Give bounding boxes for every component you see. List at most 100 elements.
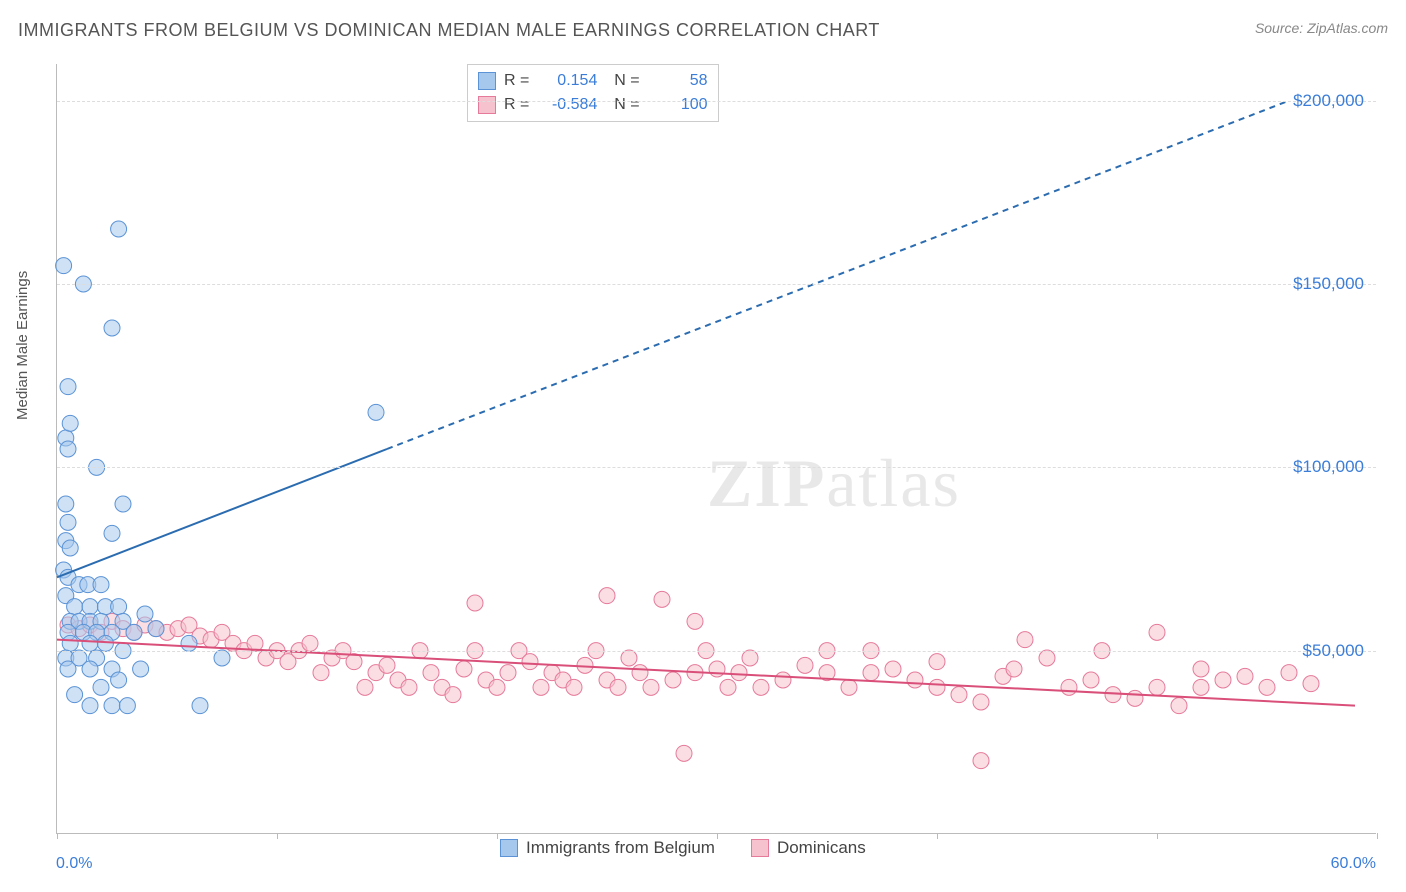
data-point bbox=[357, 679, 373, 695]
data-point bbox=[346, 654, 362, 670]
data-point bbox=[1193, 679, 1209, 695]
data-point bbox=[104, 525, 120, 541]
data-point bbox=[1061, 679, 1077, 695]
data-point bbox=[111, 599, 127, 615]
gridline bbox=[57, 651, 1376, 652]
data-point bbox=[1259, 679, 1275, 695]
data-point bbox=[797, 657, 813, 673]
x-tick bbox=[497, 833, 498, 839]
legend-label-dominican: Dominicans bbox=[777, 838, 866, 858]
data-point bbox=[610, 679, 626, 695]
y-tick-label: $150,000 bbox=[1293, 274, 1364, 294]
chart-title: IMMIGRANTS FROM BELGIUM VS DOMINICAN MED… bbox=[18, 20, 880, 41]
data-point bbox=[93, 679, 109, 695]
data-point bbox=[1039, 650, 1055, 666]
gridline bbox=[57, 101, 1376, 102]
data-point bbox=[951, 687, 967, 703]
data-point bbox=[929, 654, 945, 670]
gridline bbox=[57, 467, 1376, 468]
data-point bbox=[60, 379, 76, 395]
data-point bbox=[82, 698, 98, 714]
x-tick bbox=[277, 833, 278, 839]
data-point bbox=[1193, 661, 1209, 677]
data-point bbox=[192, 698, 208, 714]
data-point bbox=[56, 258, 72, 274]
data-point bbox=[111, 221, 127, 237]
data-point bbox=[863, 665, 879, 681]
data-point bbox=[566, 679, 582, 695]
data-point bbox=[133, 661, 149, 677]
data-point bbox=[62, 635, 78, 651]
data-point bbox=[632, 665, 648, 681]
y-tick-label: $50,000 bbox=[1303, 641, 1364, 661]
data-point bbox=[302, 635, 318, 651]
data-point bbox=[709, 661, 725, 677]
data-point bbox=[1127, 690, 1143, 706]
data-point bbox=[753, 679, 769, 695]
data-point bbox=[62, 415, 78, 431]
data-point bbox=[841, 679, 857, 695]
trend-line-extrapolated bbox=[387, 101, 1289, 449]
data-point bbox=[973, 694, 989, 710]
data-point bbox=[643, 679, 659, 695]
data-point bbox=[82, 661, 98, 677]
x-tick bbox=[1157, 833, 1158, 839]
legend-label-belgium: Immigrants from Belgium bbox=[526, 838, 715, 858]
gridline bbox=[57, 284, 1376, 285]
data-point bbox=[126, 624, 142, 640]
x-tick bbox=[57, 833, 58, 839]
data-point bbox=[599, 588, 615, 604]
data-point bbox=[214, 650, 230, 666]
chart-plot-area: R = 0.154 N = 58 R = -0.584 N = 100 ZIPa… bbox=[56, 64, 1376, 834]
chart-header: IMMIGRANTS FROM BELGIUM VS DOMINICAN MED… bbox=[18, 20, 1388, 41]
scatter-svg bbox=[57, 64, 1376, 833]
x-tick bbox=[937, 833, 938, 839]
data-point bbox=[456, 661, 472, 677]
data-point bbox=[720, 679, 736, 695]
swatch-dominican-icon bbox=[751, 839, 769, 857]
y-axis-label: Median Male Earnings bbox=[14, 271, 31, 420]
data-point bbox=[1017, 632, 1033, 648]
data-point bbox=[973, 753, 989, 769]
x-axis-max-label: 60.0% bbox=[1331, 855, 1376, 873]
data-point bbox=[676, 745, 692, 761]
data-point bbox=[111, 672, 127, 688]
data-point bbox=[60, 441, 76, 457]
data-point bbox=[445, 687, 461, 703]
data-point bbox=[500, 665, 516, 681]
data-point bbox=[60, 661, 76, 677]
data-point bbox=[885, 661, 901, 677]
y-tick-label: $200,000 bbox=[1293, 91, 1364, 111]
data-point bbox=[1149, 624, 1165, 640]
chart-source: Source: ZipAtlas.com bbox=[1255, 20, 1388, 36]
data-point bbox=[1083, 672, 1099, 688]
data-point bbox=[104, 320, 120, 336]
data-point bbox=[1215, 672, 1231, 688]
data-point bbox=[1105, 687, 1121, 703]
data-point bbox=[313, 665, 329, 681]
data-point bbox=[929, 679, 945, 695]
data-point bbox=[423, 665, 439, 681]
data-point bbox=[731, 665, 747, 681]
data-point bbox=[115, 496, 131, 512]
data-point bbox=[533, 679, 549, 695]
x-tick bbox=[1377, 833, 1378, 839]
data-point bbox=[58, 496, 74, 512]
data-point bbox=[401, 679, 417, 695]
data-point bbox=[489, 679, 505, 695]
data-point bbox=[60, 514, 76, 530]
data-point bbox=[82, 599, 98, 615]
data-point bbox=[137, 606, 153, 622]
data-point bbox=[654, 591, 670, 607]
data-point bbox=[687, 613, 703, 629]
data-point bbox=[1303, 676, 1319, 692]
data-point bbox=[665, 672, 681, 688]
data-point bbox=[67, 599, 83, 615]
data-point bbox=[1149, 679, 1165, 695]
swatch-belgium-icon bbox=[500, 839, 518, 857]
data-point bbox=[621, 650, 637, 666]
data-point bbox=[742, 650, 758, 666]
data-point bbox=[67, 687, 83, 703]
data-point bbox=[1281, 665, 1297, 681]
data-point bbox=[181, 635, 197, 651]
